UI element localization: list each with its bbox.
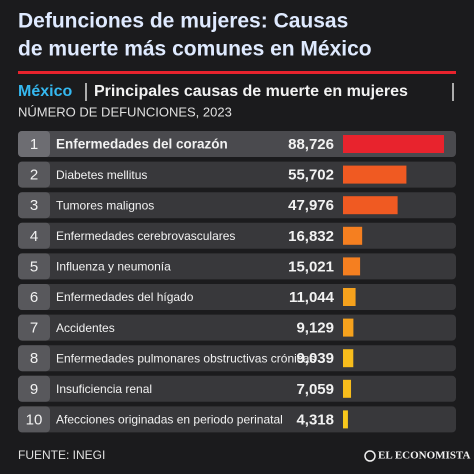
rank-box [18,406,50,433]
subtitle-place: México [18,83,72,100]
value-label: 4,318 [296,411,334,428]
subtitle: Principales causas de muerte en mujeres [94,83,408,100]
category-label: Enfermedades del hígado [56,290,194,304]
rank-box [18,222,50,249]
brand: EL ECONOMISTA [378,450,470,462]
rank: 6 [30,289,38,306]
header-rule [18,71,456,74]
value-label: 55,702 [288,167,334,184]
rank-box [18,161,50,188]
brand-icon [364,450,376,462]
rank-box [18,253,50,280]
value-label: 9,129 [296,320,334,337]
category-label: Enfermedades pulmonares obstructivas cró… [56,351,315,365]
rank: 3 [30,197,38,214]
value-label: 15,021 [288,258,334,275]
rank: 7 [30,320,38,337]
value-label: 88,726 [288,136,334,153]
rank-box [18,131,50,157]
category-label: Diabetes mellitus [56,168,147,182]
rank-box [18,375,50,402]
bar [343,196,398,215]
rank: 2 [30,167,38,184]
rank-box [18,192,50,219]
category-label: Accidentes [56,321,115,335]
value-label: 47,976 [288,197,334,214]
title-line: Defunciones de mujeres: Causas [18,10,348,33]
rank: 10 [26,411,43,428]
title-line: de muerte más comunes en México [18,38,372,61]
category-label: Insuficiencia renal [56,382,152,396]
category-label: Afecciones originadas en periodo perinat… [56,413,283,427]
rank: 9 [30,381,38,398]
bar [343,165,407,184]
rank-box [18,314,50,341]
rank: 4 [30,228,38,245]
rows: 1 Enfermedades del corazón 88,726 2 Diabetes… [18,131,456,433]
category-label: Influenza y neumonía [56,260,171,274]
category-label: Enfermedades del corazón [56,137,228,152]
rank-box [18,284,50,310]
rank: 5 [30,258,38,275]
bar [343,379,352,398]
bar [343,410,348,429]
bar [343,318,354,337]
rank: 1 [30,136,38,153]
bar [343,226,363,245]
rank-box [18,345,50,372]
category-label: Enfermedades cerebrovasculares [56,229,235,243]
value-label: 11,044 [289,289,335,306]
bar [343,257,361,276]
rank: 8 [30,350,38,367]
source: FUENTE: INEGI [18,448,105,462]
category-label: Tumores malignos [56,198,154,212]
value-label: 9,039 [296,350,334,367]
value-label: 16,832 [288,228,334,245]
bar [343,135,444,153]
value-label: 7,059 [296,381,334,398]
unit-label: NÚMERO DE DEFUNCIONES, 2023 [18,104,232,119]
bar [343,349,354,368]
bar [343,288,356,306]
